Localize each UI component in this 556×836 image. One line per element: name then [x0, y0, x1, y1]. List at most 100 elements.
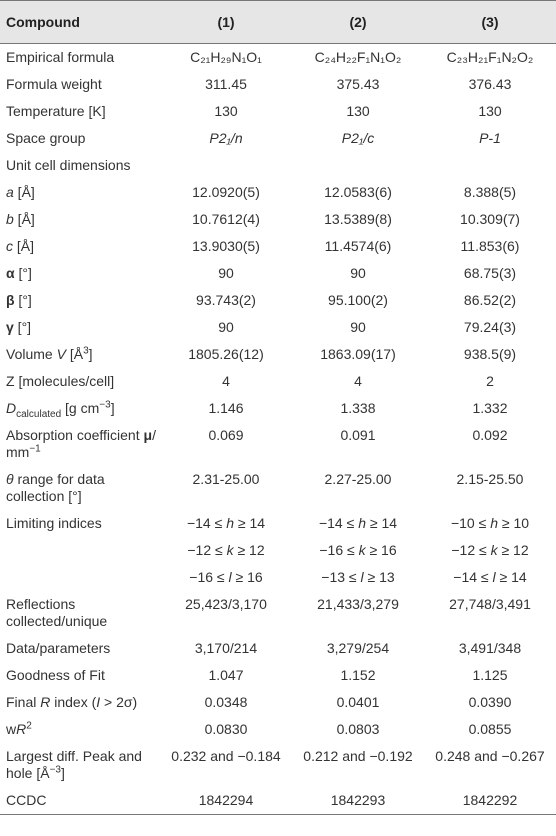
cell: 0.092 — [424, 422, 556, 466]
table-row: Absorption coefficient μ/ mm−1 0.069 0.091… — [0, 422, 556, 466]
text: −13 ≤ — [321, 569, 361, 585]
text: ] — [88, 346, 93, 362]
text: ≥ 12 — [233, 542, 265, 558]
row-label: Formula weight — [0, 71, 160, 98]
text: Empirical formula — [6, 49, 115, 65]
row-label: θ range for data collection [°] — [0, 466, 160, 510]
table-row: Empirical formula C₂₁H₂₉N₁O₁ C₂₄H₂₂F₁N₁O₂ C… — [0, 44, 556, 72]
row-label: Empirical formula — [0, 44, 160, 72]
row-label: a [Å] — [0, 179, 160, 206]
text: 90 — [350, 319, 366, 335]
styled-text: P2₁/c — [341, 130, 375, 146]
table-row: Volume V [Å3] 1805.26(12) 1863.09(17) 938.5… — [0, 341, 556, 368]
cell: 27,748/3,491 — [424, 591, 556, 635]
text: 2.15-25.50 — [456, 471, 524, 487]
row-label: Reflections collected/unique — [0, 591, 160, 635]
text: 0.091 — [340, 427, 376, 443]
cell: 0.0803 — [292, 716, 424, 743]
text: 1.338 — [340, 400, 376, 416]
text: [Å] — [13, 184, 35, 200]
cell: 12.0583(6) — [292, 179, 424, 206]
cell — [160, 152, 292, 179]
cell: 3,491/348 — [424, 635, 556, 662]
text: Final — [6, 694, 41, 710]
cell: 90 — [160, 260, 292, 287]
text: 0.092 — [472, 427, 508, 443]
styled-text: calculated — [16, 408, 62, 420]
text: CCDC — [6, 792, 47, 808]
text: 0.0348 — [204, 694, 248, 710]
row-label: α [°] — [0, 260, 160, 287]
row-label — [0, 537, 160, 564]
text: 1.332 — [472, 400, 508, 416]
cell: −12 ≤ k ≥ 12 — [424, 537, 556, 564]
row-label: Volume V [Å3] — [0, 341, 160, 368]
styled-text: μ — [143, 427, 153, 443]
text: 130 — [214, 103, 238, 119]
text: 2.27-25.00 — [324, 471, 392, 487]
styled-text: c — [6, 238, 13, 254]
text: Z [molecules/cell] — [6, 373, 115, 389]
table-row: Goodness of Fit 1.047 1.152 1.125 — [0, 662, 556, 689]
cell: 10.7612(4) — [160, 206, 292, 233]
cell: 90 — [160, 314, 292, 341]
text: C₂₄H₂₂F₁N₁O₂ — [314, 49, 402, 65]
text: 13.9030(5) — [192, 238, 260, 254]
text: 4 — [222, 373, 230, 389]
styled-text: D — [6, 400, 17, 416]
table-row: Temperature [K] 130 130 130 — [0, 98, 556, 125]
text: Data/parameters — [6, 640, 111, 656]
text: 12.0920(5) — [192, 184, 260, 200]
text: > 2σ) — [100, 694, 138, 710]
table-row: Space group P2₁/n P2₁/c P-1 — [0, 125, 556, 152]
styled-text: V — [56, 346, 66, 362]
text: 311.45 — [205, 76, 247, 92]
cell: 8.388(5) — [424, 179, 556, 206]
row-label: Space group — [0, 125, 160, 152]
text: 0.248 and −0.267 — [435, 748, 545, 764]
cell: 95.100(2) — [292, 287, 424, 314]
text: 0.0855 — [468, 721, 512, 737]
text: Reflections collected/unique — [6, 596, 108, 629]
row-label: β [°] — [0, 287, 160, 314]
styled-text: −3 — [49, 764, 61, 776]
text: 130 — [346, 103, 370, 119]
cell: P2₁/n — [160, 125, 292, 152]
row-label: γ [°] — [0, 314, 160, 341]
table-row: Dcalculated [g cm−3] 1.146 1.338 1.332 — [0, 395, 556, 422]
text: ] — [61, 765, 65, 781]
styled-text: l — [492, 569, 496, 585]
text: 8.388(5) — [463, 184, 517, 200]
text: 0.0390 — [468, 694, 512, 710]
text: 25,423/3,170 — [185, 596, 267, 612]
cell: 86.52(2) — [424, 287, 556, 314]
cell: 0.212 and −0.192 — [292, 743, 424, 787]
cell: 90 — [292, 314, 424, 341]
text: 95.100(2) — [328, 292, 388, 308]
styled-text: k — [226, 542, 234, 558]
header-cell: Compound — [0, 0, 160, 44]
cell: −14 ≤ h ≥ 14 — [160, 510, 292, 537]
table-row: CCDC 1842294 1842293 1842292 — [0, 787, 556, 815]
text: −14 ≤ — [186, 515, 227, 531]
text: index ( — [50, 694, 97, 710]
cell: 3,170/214 — [160, 635, 292, 662]
table-row: Largest diff. Peak and hole [Å−3] 0.232 a… — [0, 743, 556, 787]
text: 0.069 — [208, 427, 244, 443]
cell: 12.0920(5) — [160, 179, 292, 206]
row-label: wR2 — [0, 716, 160, 743]
text: Limiting indices — [6, 515, 102, 531]
text: 12.0583(6) — [324, 184, 392, 200]
row-label: Unit cell dimensions — [0, 152, 160, 179]
row-label: CCDC — [0, 787, 160, 815]
styled-text: R — [16, 721, 27, 737]
cell: 1.152 — [292, 662, 424, 689]
row-label — [0, 564, 160, 591]
table-row: γ [°] 90 90 79.24(3) — [0, 314, 556, 341]
text: 68.75(3) — [463, 265, 517, 281]
table-row: Z [molecules/cell] 4 4 2 — [0, 368, 556, 395]
cell: 130 — [424, 98, 556, 125]
text: 13.5389(8) — [324, 211, 392, 227]
cell: 0.0855 — [424, 716, 556, 743]
